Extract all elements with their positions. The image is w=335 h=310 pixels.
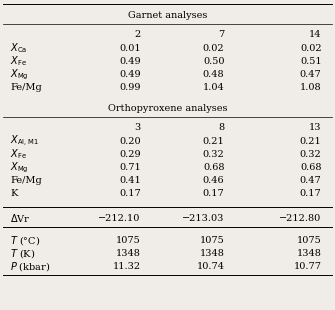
- Text: 0.48: 0.48: [203, 70, 224, 79]
- Text: 7: 7: [218, 30, 224, 39]
- Text: $T$ (K): $T$ (K): [10, 247, 36, 260]
- Text: 0.02: 0.02: [300, 44, 322, 53]
- Text: 0.01: 0.01: [119, 44, 141, 53]
- Text: 1.04: 1.04: [203, 83, 224, 92]
- Text: 0.17: 0.17: [119, 189, 141, 198]
- Text: 1075: 1075: [116, 236, 141, 245]
- Text: 0.71: 0.71: [119, 163, 141, 172]
- Text: 10.77: 10.77: [293, 262, 322, 271]
- Text: Fe/Mg: Fe/Mg: [10, 176, 42, 185]
- Text: 14: 14: [309, 30, 322, 39]
- Text: $\Delta$Vr: $\Delta$Vr: [10, 212, 30, 224]
- Text: 0.68: 0.68: [203, 163, 224, 172]
- Text: 0.99: 0.99: [119, 83, 141, 92]
- Text: 1348: 1348: [200, 249, 224, 258]
- Text: 1075: 1075: [297, 236, 322, 245]
- Text: $X_{\mathrm{Ca}}$: $X_{\mathrm{Ca}}$: [10, 41, 27, 55]
- Text: $X_{\mathrm{Mg}}$: $X_{\mathrm{Mg}}$: [10, 160, 29, 175]
- Text: 0.20: 0.20: [119, 137, 141, 146]
- Text: K: K: [10, 189, 17, 198]
- Text: 11.32: 11.32: [113, 262, 141, 271]
- Text: 0.17: 0.17: [203, 189, 224, 198]
- Text: −213.03: −213.03: [182, 214, 224, 223]
- Text: 0.46: 0.46: [203, 176, 224, 185]
- Text: 0.49: 0.49: [119, 57, 141, 66]
- Text: 0.47: 0.47: [300, 70, 322, 79]
- Text: 0.21: 0.21: [203, 137, 224, 146]
- Text: 3: 3: [134, 123, 141, 132]
- Text: $T$ (°C): $T$ (°C): [10, 234, 41, 246]
- Text: 0.02: 0.02: [203, 44, 224, 53]
- Text: Orthopyroxene analyses: Orthopyroxene analyses: [108, 104, 227, 113]
- Text: 0.29: 0.29: [119, 150, 141, 159]
- Text: 13: 13: [309, 123, 322, 132]
- Text: 1075: 1075: [200, 236, 224, 245]
- Text: −212.80: −212.80: [279, 214, 322, 223]
- Text: 8: 8: [218, 123, 224, 132]
- Text: 0.41: 0.41: [119, 176, 141, 185]
- Text: 1.08: 1.08: [300, 83, 322, 92]
- Text: 0.49: 0.49: [119, 70, 141, 79]
- Text: 0.32: 0.32: [300, 150, 322, 159]
- Text: 0.32: 0.32: [203, 150, 224, 159]
- Text: 0.68: 0.68: [300, 163, 322, 172]
- Text: 0.50: 0.50: [203, 57, 224, 66]
- Text: 10.74: 10.74: [196, 262, 224, 271]
- Text: Fe/Mg: Fe/Mg: [10, 83, 42, 92]
- Text: 0.51: 0.51: [300, 57, 322, 66]
- Text: −212.10: −212.10: [98, 214, 141, 223]
- Text: Garnet analyses: Garnet analyses: [128, 11, 207, 20]
- Text: 1348: 1348: [297, 249, 322, 258]
- Text: $X_{\mathrm{Al,M1}}$: $X_{\mathrm{Al,M1}}$: [10, 134, 39, 149]
- Text: 0.47: 0.47: [300, 176, 322, 185]
- Text: $X_{\mathrm{Mg}}$: $X_{\mathrm{Mg}}$: [10, 67, 29, 82]
- Text: $X_{\mathrm{Fe}}$: $X_{\mathrm{Fe}}$: [10, 148, 27, 161]
- Text: $P$ (kbar): $P$ (kbar): [10, 260, 51, 273]
- Text: 0.21: 0.21: [300, 137, 322, 146]
- Text: 0.17: 0.17: [300, 189, 322, 198]
- Text: 1348: 1348: [116, 249, 141, 258]
- Text: 2: 2: [134, 30, 141, 39]
- Text: $X_{\mathrm{Fe}}$: $X_{\mathrm{Fe}}$: [10, 55, 27, 68]
